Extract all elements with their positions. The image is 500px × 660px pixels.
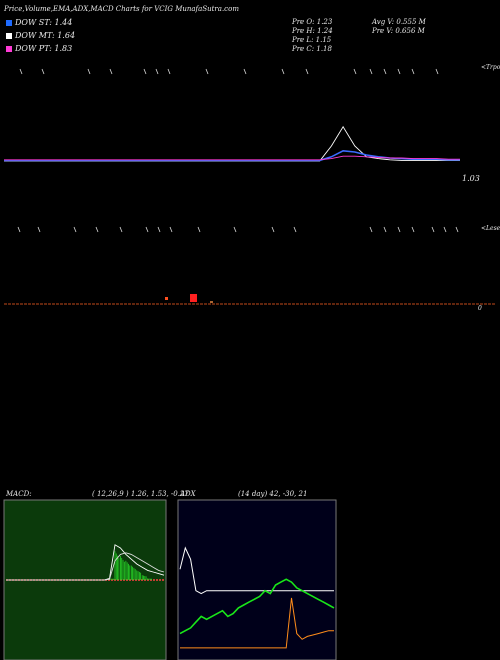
date-tick bbox=[383, 226, 387, 233]
date-tick bbox=[397, 226, 401, 233]
prev-volume: Pre V: 0.656 M bbox=[372, 27, 425, 35]
date-tick bbox=[411, 226, 415, 233]
date-tick bbox=[41, 68, 45, 75]
date-tick bbox=[19, 68, 23, 75]
volume-bar-tiny bbox=[210, 301, 213, 303]
volume-side-label: <Lesen bbox=[481, 225, 500, 232]
price-series-line bbox=[4, 149, 460, 162]
date-tick bbox=[197, 226, 201, 233]
date-tick bbox=[145, 226, 149, 233]
plus-di-line bbox=[179, 578, 335, 635]
swatch-pink-icon bbox=[6, 46, 12, 52]
date-tick bbox=[281, 68, 285, 75]
date-tick bbox=[293, 226, 297, 233]
adx-label: ADX bbox=[180, 490, 196, 498]
date-tick bbox=[167, 68, 171, 75]
date-tick bbox=[369, 226, 373, 233]
swatch-blue-icon bbox=[6, 20, 12, 26]
price-ema-lines bbox=[4, 125, 460, 162]
date-tick bbox=[233, 226, 237, 233]
date-ticks-volume bbox=[17, 226, 459, 233]
adx-plot bbox=[179, 546, 335, 649]
swatch-white-icon bbox=[6, 33, 12, 39]
legend-dow-st: DOW ST: 1.44 bbox=[6, 18, 72, 28]
price-series-line bbox=[4, 125, 460, 162]
macd-params: ( 12,26,9 ) 1.26, 1.53, -0.27 bbox=[92, 490, 189, 498]
date-tick bbox=[353, 68, 357, 75]
prev-close: Pre C: 1.18 bbox=[292, 45, 332, 53]
minus-di-line bbox=[180, 597, 334, 649]
prev-open: Pre O: 1.23 bbox=[292, 18, 333, 26]
macd-label: MACD: bbox=[6, 490, 32, 498]
avg-volume: Avg V: 0.555 M bbox=[372, 18, 426, 26]
date-tick bbox=[243, 68, 247, 75]
date-tick bbox=[443, 226, 447, 233]
date-tick bbox=[17, 226, 21, 233]
date-tick bbox=[271, 226, 275, 233]
date-tick bbox=[155, 68, 159, 75]
date-tick bbox=[383, 68, 387, 75]
date-tick bbox=[369, 68, 373, 75]
adx-line bbox=[179, 546, 334, 595]
legend-dow-pt: DOW PT: 1.83 bbox=[6, 44, 72, 54]
date-tick bbox=[397, 68, 401, 75]
date-tick bbox=[109, 68, 113, 75]
legend-dow-mt: DOW MT: 1.64 bbox=[6, 31, 75, 41]
date-tick bbox=[411, 68, 415, 75]
date-tick bbox=[143, 68, 147, 75]
volume-axis-label: 0 bbox=[478, 305, 482, 312]
date-tick bbox=[87, 68, 91, 75]
date-tick bbox=[157, 226, 161, 233]
date-tick bbox=[169, 226, 173, 233]
prev-high: Pre H: 1.24 bbox=[292, 27, 333, 35]
volume-bar-small bbox=[165, 297, 168, 300]
volume-bar-spike bbox=[190, 294, 197, 302]
date-tick bbox=[455, 226, 459, 233]
date-tick bbox=[119, 226, 123, 233]
adx-params: (14 day) 42, -30, 21 bbox=[238, 490, 308, 498]
date-tick bbox=[205, 68, 209, 75]
prev-low: Pre L: 1.15 bbox=[292, 36, 332, 44]
macd-plot bbox=[6, 544, 165, 581]
date-tick bbox=[431, 226, 435, 233]
date-tick bbox=[37, 226, 41, 233]
price-axis-label: 1.03 bbox=[462, 174, 480, 183]
adx-panel bbox=[177, 499, 337, 660]
date-tick bbox=[305, 68, 309, 75]
macd-signal-line bbox=[6, 552, 165, 581]
date-ticks-top bbox=[19, 68, 439, 75]
date-tick bbox=[435, 68, 439, 75]
date-tick bbox=[95, 226, 99, 233]
top-side-label: <Trpo bbox=[481, 64, 500, 71]
date-tick bbox=[73, 226, 77, 233]
chart-title: Price,Volume,EMA,ADX,MACD Charts for VCI… bbox=[4, 5, 239, 13]
price-series-line bbox=[4, 155, 460, 161]
